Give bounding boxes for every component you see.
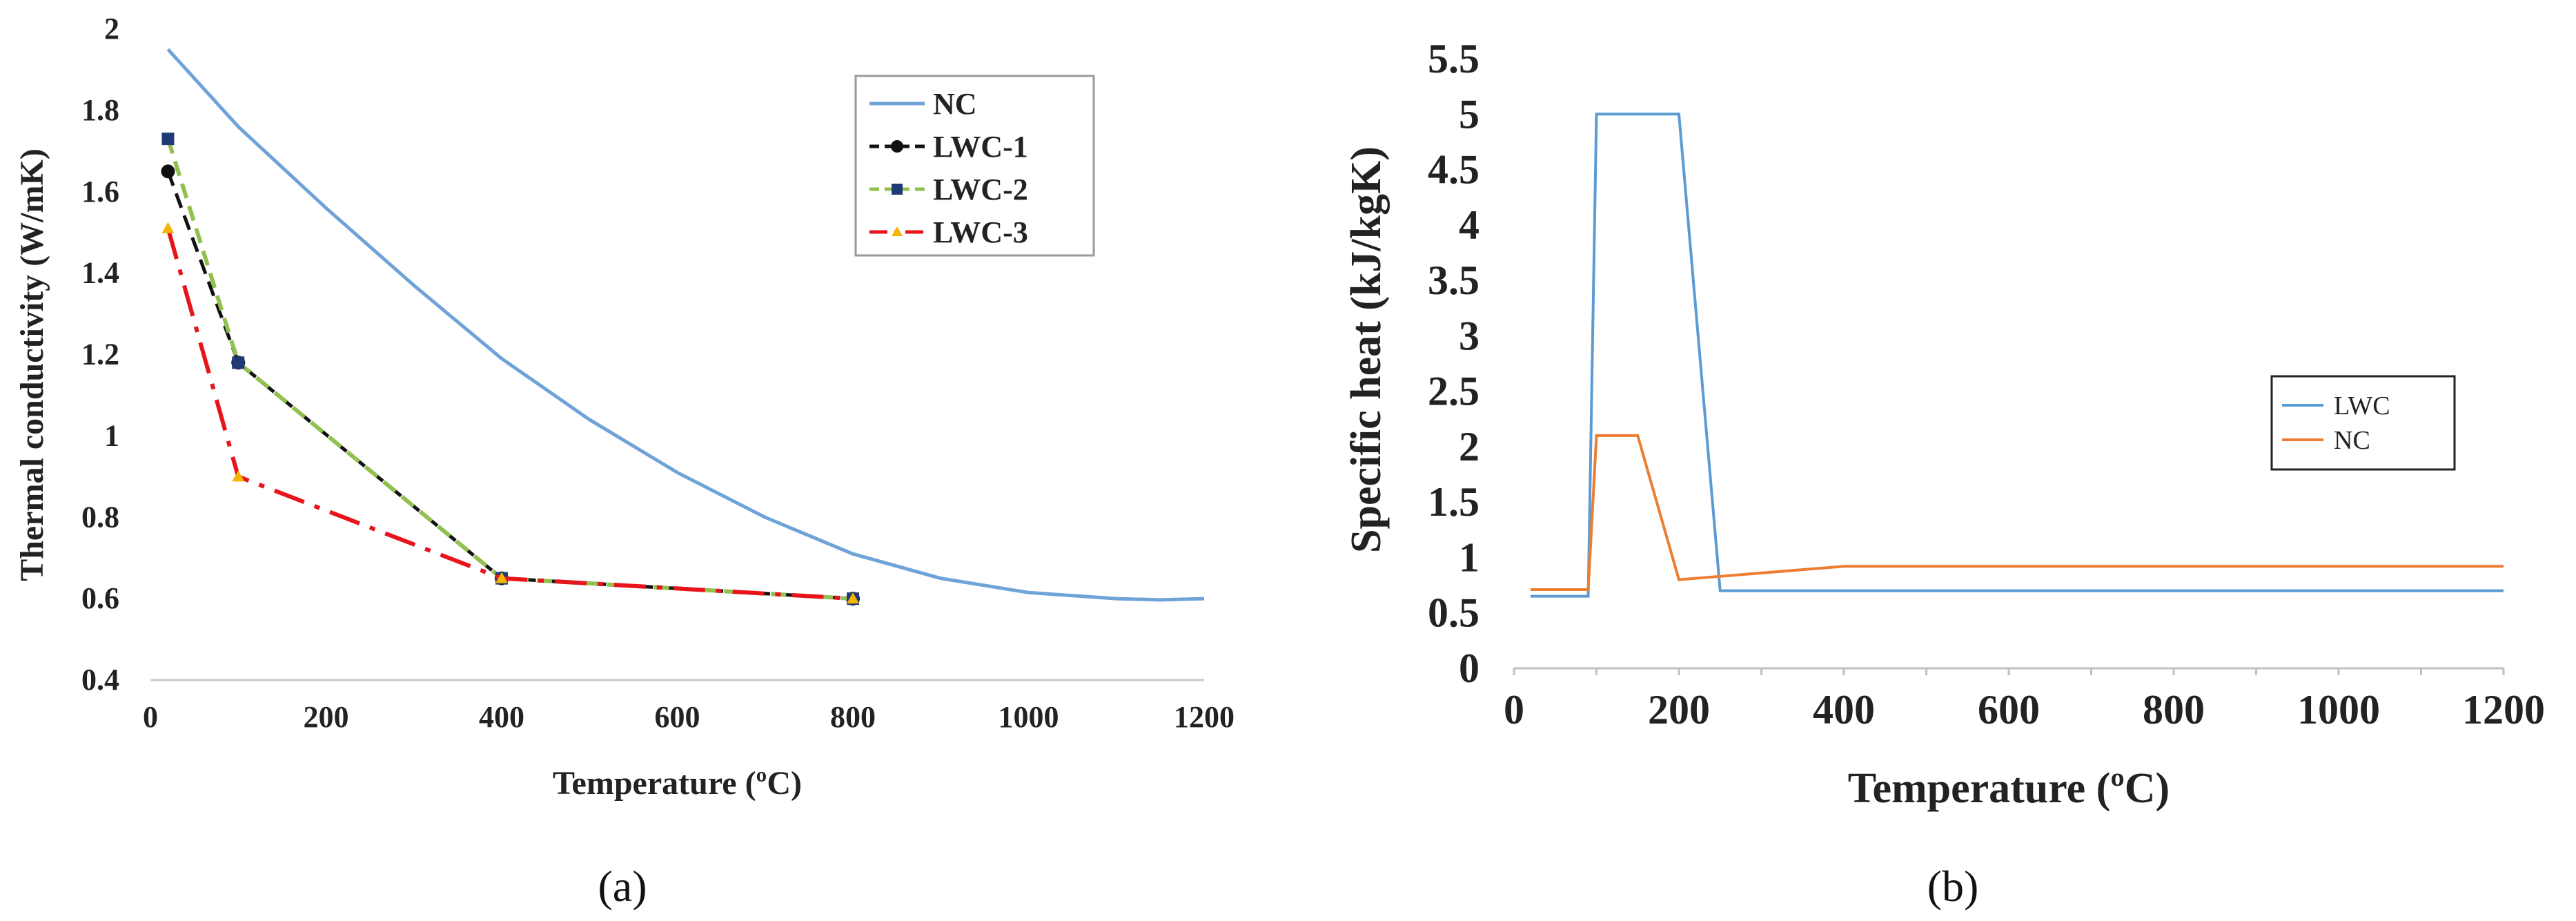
series-line-lwc xyxy=(1530,113,2504,598)
series-line-lwc-3 xyxy=(166,227,854,601)
panel-a-x-axis-label: Temperature (ºC) xyxy=(553,765,802,802)
y-tick-label: 2 xyxy=(104,12,119,46)
y-tick-label: 5.5 xyxy=(1428,36,1479,81)
panel-a-legend-box xyxy=(854,75,1095,257)
panel-b-legend-box xyxy=(2270,375,2456,471)
panel-b-specific-heat-chart: 0 0.5 1 1.5 2 2.5 3 3.5 4 4.5 5 5.5 0 200 400 600 800 10… xyxy=(1343,36,2545,911)
legend-marker xyxy=(892,184,903,195)
y-tick-label: 1.2 xyxy=(81,338,119,371)
y-tick-label: 3.5 xyxy=(1428,258,1479,303)
series-line-nc xyxy=(1530,434,2504,592)
y-tick-label: 5 xyxy=(1459,91,1479,137)
x-tick-label: 0 xyxy=(143,700,158,734)
panel-a-series xyxy=(161,48,1205,606)
panel-a-legend: NC LWC-1 LWC-2 LWC-3 xyxy=(854,75,1095,257)
data-point xyxy=(232,356,245,369)
panel-b-y-tick-labels: 0 0.5 1 1.5 2 2.5 3 3.5 4 4.5 5 5.5 xyxy=(1428,36,1479,691)
series-line-lwc-2 xyxy=(166,138,854,601)
legend-label-lwc: LWC xyxy=(2334,391,2390,420)
y-tick-label: 0.4 xyxy=(81,663,119,697)
y-tick-label: 0 xyxy=(1459,646,1479,691)
y-tick-label: 4.5 xyxy=(1428,147,1479,193)
x-tick-label: 200 xyxy=(1648,687,1710,733)
legend-label-lwc-1: LWC-1 xyxy=(933,130,1028,164)
panel-a-y-axis-label: Thermal conductivity (W/mK) xyxy=(14,148,50,581)
panel-b-y-axis-label: Specific heat (kJ/kgK) xyxy=(1343,146,1390,553)
y-tick-label: 0.6 xyxy=(81,581,119,615)
panel-b-x-tick-labels: 0 200 400 600 800 1000 1200 xyxy=(1504,687,2545,733)
panel-b-x-tick-marks xyxy=(1513,668,2505,675)
x-tick-label: 600 xyxy=(655,700,700,734)
series-line-lwc-1 xyxy=(166,171,854,601)
y-tick-label: 1.4 xyxy=(81,256,119,290)
panel-b-x-axis-label: Temperature (ºC) xyxy=(1848,765,2170,812)
data-point xyxy=(161,222,175,233)
y-tick-label: 3 xyxy=(1459,313,1479,358)
y-tick-label: 1.6 xyxy=(81,175,119,209)
data-point xyxy=(847,592,859,604)
x-tick-label: 400 xyxy=(479,700,524,734)
panel-a-x-tick-labels: 0 200 400 600 800 1000 1200 xyxy=(143,700,1235,734)
panel-a-y-tick-labels: 0.4 0.6 0.8 1 1.2 1.4 1.6 1.8 2 xyxy=(81,12,119,697)
legend-marker xyxy=(891,140,903,153)
data-point xyxy=(232,470,245,482)
y-tick-label: 1 xyxy=(104,418,119,452)
x-tick-label: 400 xyxy=(1813,687,1875,733)
series-line-nc xyxy=(166,48,1205,602)
y-tick-label: 1.8 xyxy=(81,93,119,127)
y-tick-label: 2 xyxy=(1459,424,1479,469)
legend-marker xyxy=(892,226,903,236)
legend-label-lwc-2: LWC-2 xyxy=(933,173,1028,206)
panel-a-thermal-conductivity-chart: 0.4 0.6 0.8 1 1.2 1.4 1.6 1.8 2 0 200 400 600 800 100… xyxy=(14,12,1235,911)
y-tick-label: 1 xyxy=(1459,534,1479,580)
panel-b-legend: LWC NC xyxy=(2270,375,2456,471)
data-point xyxy=(161,133,175,146)
panel-b-label: (b) xyxy=(1927,862,1979,911)
panel-a-label: (a) xyxy=(598,862,647,911)
data-point xyxy=(495,572,508,583)
x-tick-label: 800 xyxy=(830,700,876,734)
x-tick-label: 600 xyxy=(1978,687,2040,733)
x-tick-label: 800 xyxy=(2143,687,2205,733)
y-tick-label: 4 xyxy=(1459,202,1479,248)
y-tick-label: 0.5 xyxy=(1428,590,1479,636)
x-tick-label: 1200 xyxy=(1174,700,1235,734)
legend-label-nc: NC xyxy=(933,87,977,121)
legend-label-nc: NC xyxy=(2334,426,2370,455)
x-tick-label: 200 xyxy=(304,700,349,734)
x-tick-label: 1200 xyxy=(2462,687,2545,733)
legend-label-lwc-3: LWC-3 xyxy=(933,215,1028,249)
y-tick-label: 0.8 xyxy=(81,500,119,534)
data-point xyxy=(161,164,175,179)
x-tick-label: 0 xyxy=(1504,687,1524,733)
x-tick-label: 1000 xyxy=(2297,687,2380,733)
panel-b-series xyxy=(1530,113,2504,598)
y-tick-label: 2.5 xyxy=(1428,369,1479,414)
x-tick-label: 1000 xyxy=(999,700,1059,734)
y-tick-label: 1.5 xyxy=(1428,479,1479,525)
